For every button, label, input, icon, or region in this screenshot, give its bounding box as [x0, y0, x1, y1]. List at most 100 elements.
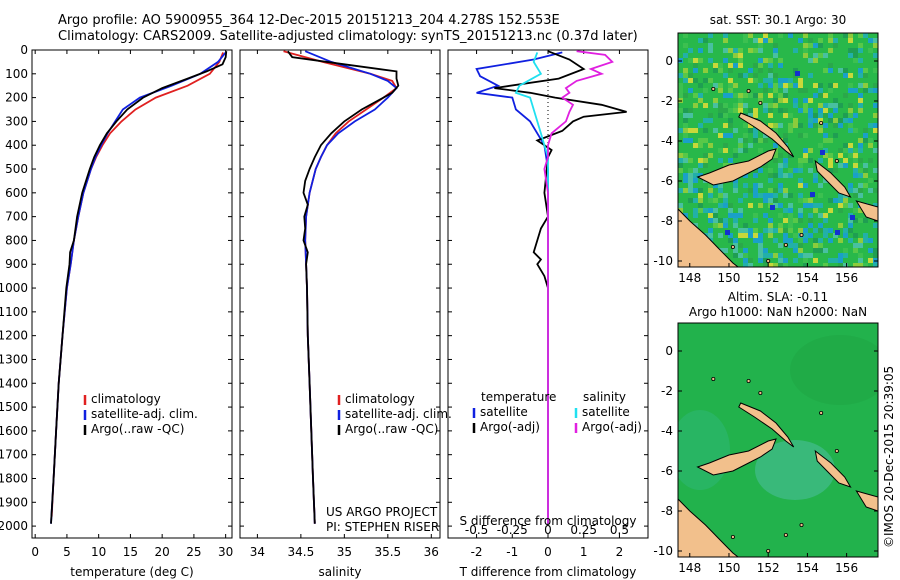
sst-cell — [698, 98, 703, 103]
sla-land-mass — [678, 498, 739, 557]
sst-cell — [798, 163, 803, 168]
diff-xtick-label: -2 — [471, 545, 483, 559]
sst-cell — [758, 83, 763, 88]
sst-cell — [793, 243, 798, 248]
sst-island — [834, 158, 839, 163]
sst-cell — [748, 48, 753, 53]
sla-map-subtitle: Argo h1000: NaN h2000: NaN — [689, 305, 867, 319]
sst-cell — [773, 98, 778, 103]
diff-s-tick-label: -0.5 — [465, 523, 488, 537]
sst-cell — [843, 113, 848, 118]
sst-cell — [873, 148, 878, 153]
sst-cell — [738, 98, 743, 103]
sla-lon-label: 150 — [718, 561, 741, 575]
sst-cell — [828, 38, 833, 43]
sst-cell — [813, 113, 818, 118]
sst-cell — [723, 163, 728, 168]
sst-cell — [718, 88, 723, 93]
sst-cell — [793, 98, 798, 103]
sst-cell-cool — [810, 192, 815, 197]
sst-cell — [733, 183, 738, 188]
sst-cell — [818, 113, 823, 118]
sst-cell — [838, 258, 843, 263]
sst-cell — [718, 148, 723, 153]
sst-cell — [693, 143, 698, 148]
sst-cell — [678, 83, 683, 88]
temp-xtick-label: 25 — [186, 545, 201, 559]
sst-cell — [823, 53, 828, 58]
sst-cell — [748, 33, 753, 38]
sst-land-mass — [738, 112, 795, 158]
sst-cell — [863, 238, 868, 243]
sst-cell — [753, 128, 758, 133]
sst-cell — [698, 188, 703, 193]
sst-cell — [828, 163, 833, 168]
sst-cell — [818, 228, 823, 233]
sst-cell — [818, 88, 823, 93]
sst-cell — [728, 238, 733, 243]
sst-cell — [848, 33, 853, 38]
sst-cell — [693, 173, 698, 178]
sal-line-satellite — [304, 50, 398, 524]
sst-cell — [753, 238, 758, 243]
sst-cell — [858, 193, 863, 198]
sst-cell — [848, 103, 853, 108]
sst-cell — [683, 173, 688, 178]
sst-cell — [723, 38, 728, 43]
sst-cell — [818, 83, 823, 88]
sst-cell — [688, 158, 693, 163]
sst-cell — [773, 193, 778, 198]
sst-cell — [798, 83, 803, 88]
sst-cell — [753, 93, 758, 98]
sst-cell — [798, 183, 803, 188]
sst-cell — [783, 258, 788, 263]
sst-cell — [858, 43, 863, 48]
sst-cell — [863, 233, 868, 238]
sst-cell — [853, 48, 858, 53]
sst-cell — [718, 203, 723, 208]
sst-cell — [708, 78, 713, 83]
sst-cell — [718, 113, 723, 118]
sst-cell — [763, 88, 768, 93]
sst-cell — [758, 98, 763, 103]
sst-cell — [678, 208, 683, 213]
sst-cell — [713, 83, 718, 88]
sst-cell — [783, 108, 788, 113]
sst-cell — [873, 248, 878, 253]
sst-cell — [873, 128, 878, 133]
sst-cell — [693, 78, 698, 83]
sst-cell-cool — [725, 230, 730, 235]
sst-cell — [848, 223, 853, 228]
sst-cell — [813, 208, 818, 213]
sst-cell — [743, 123, 748, 128]
sst-cell — [823, 138, 828, 143]
sst-cell — [798, 133, 803, 138]
sst-cell — [738, 228, 743, 233]
project-label: US ARGO PROJECT — [326, 505, 438, 519]
sst-cell — [768, 173, 773, 178]
sst-cell — [753, 78, 758, 83]
sst-cell — [693, 168, 698, 173]
sst-cell — [748, 263, 753, 267]
sst-cell — [843, 203, 848, 208]
sla-land-mass — [738, 402, 795, 448]
sst-cell — [738, 143, 743, 148]
sst-cell — [743, 173, 748, 178]
sst-cell — [723, 198, 728, 203]
sst-cell — [723, 108, 728, 113]
sst-cell — [793, 83, 798, 88]
sst-cell — [733, 153, 738, 158]
sst-cell — [808, 98, 813, 103]
sst-cell — [798, 88, 803, 93]
sst-cell — [698, 208, 703, 213]
sst-cell — [753, 213, 758, 218]
sst-cell — [873, 168, 878, 173]
sst-cell — [838, 148, 843, 153]
sst-cell — [823, 103, 828, 108]
sst-cell — [758, 203, 763, 208]
sst-cell — [783, 163, 788, 168]
sst-cell — [843, 143, 848, 148]
sst-cell — [853, 158, 858, 163]
sst-cell — [718, 218, 723, 223]
sst-cell — [708, 58, 713, 63]
